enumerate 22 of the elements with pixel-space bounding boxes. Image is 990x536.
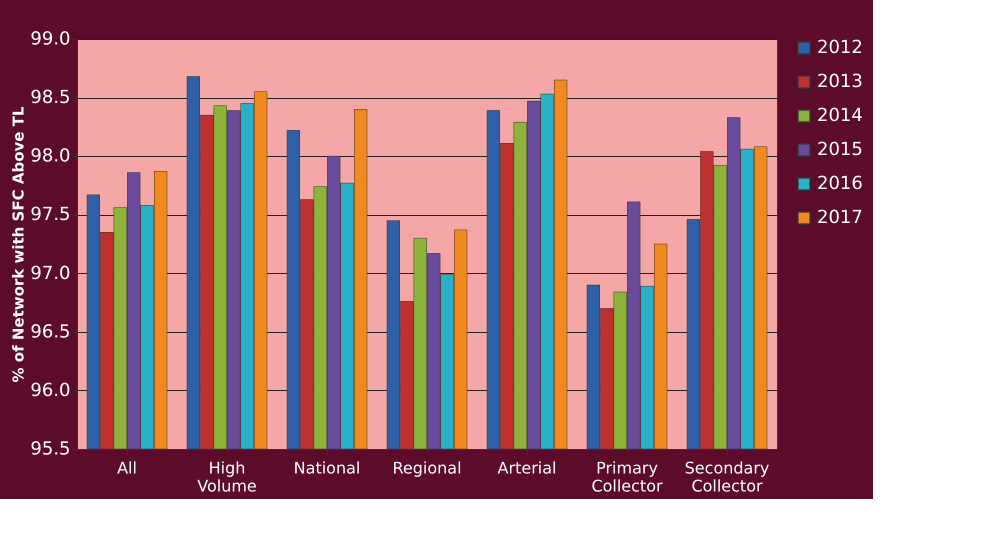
y-tick-label: 99.0 [30, 28, 70, 50]
x-tick-label: Regional [392, 458, 462, 478]
x-tick-label: All [117, 458, 137, 478]
x-tick-label: National [294, 458, 360, 478]
legend-label: 2014 [817, 105, 863, 126]
y-tick-label: 96.5 [30, 321, 70, 342]
legend-label: 2012 [817, 37, 863, 58]
y-axis-title: % of Network with SFC Above TL [9, 106, 28, 382]
y-tick-label: 95.5 [30, 438, 70, 460]
x-tick-label: Secondary Collector [684, 458, 770, 496]
y-tick-label: 97.0 [30, 262, 70, 284]
y-tick-label: 96.0 [30, 380, 70, 401]
legend-label: 2017 [817, 207, 863, 228]
x-tick-label: Primary Collector [591, 458, 663, 496]
legend-label: 2015 [817, 139, 863, 160]
y-tick-label: 98.5 [30, 87, 70, 108]
y-tick-label: 97.5 [30, 204, 70, 226]
legend-label: 2013 [817, 71, 863, 92]
x-tick-label: High Volume [197, 458, 257, 496]
x-tick-label: Arterial [498, 458, 556, 478]
legend-label: 2016 [817, 173, 863, 194]
y-tick-label: 98.0 [30, 146, 70, 167]
